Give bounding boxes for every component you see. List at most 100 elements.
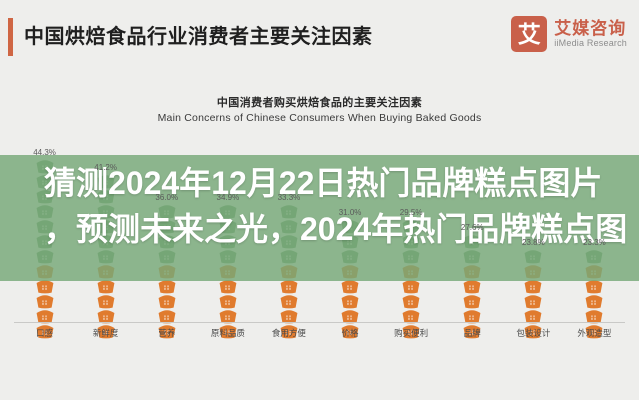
- cupcake-icon: [461, 247, 483, 264]
- cupcake-icon: [156, 307, 178, 324]
- cupcake-icon: [400, 277, 422, 294]
- bars-container: 44.3% 41.2% 36.0% 34.9% 33.3% 31.0% 29.5% 27.6%…: [14, 144, 625, 339]
- cupcake-icon: [339, 292, 361, 309]
- cupcake-icon: [278, 292, 300, 309]
- cupcake-icon: [95, 322, 117, 339]
- cupcake-icon: [156, 262, 178, 279]
- bar-value-label: 29.5%: [399, 208, 423, 217]
- cupcake-icon: [217, 262, 239, 279]
- cupcake-icon: [461, 307, 483, 324]
- chart-panel: 中国消费者购买烘焙食品的主要关注因素 Main Concerns of Chin…: [0, 70, 639, 400]
- cupcake-icon: [156, 292, 178, 309]
- cupcake-icon: [278, 232, 300, 249]
- bar-value-label: 36.0%: [155, 193, 179, 202]
- x-tick-label: 购买便利: [394, 328, 429, 338]
- cupcake-icon: [34, 292, 56, 309]
- brand-text: 艾媒咨询 iiMedia Research: [554, 19, 627, 49]
- cupcake-icon: [278, 262, 300, 279]
- cupcake-icon: [156, 322, 178, 339]
- bar-column: 33.3%: [272, 193, 306, 339]
- chart-plot-area: 44.3% 41.2% 36.0% 34.9% 33.3% 31.0% 29.5% 27.6%…: [14, 144, 625, 339]
- cupcake-icon: [278, 217, 300, 234]
- cupcake-icon: [95, 307, 117, 324]
- bar-column: 44.3%: [28, 148, 62, 339]
- cupcake-icon: [217, 232, 239, 249]
- bar-pictograph-stack: [217, 204, 239, 339]
- bar-pictograph-stack: [95, 174, 117, 339]
- cupcake-icon: [522, 322, 544, 339]
- cupcake-icon: [522, 292, 544, 309]
- cupcake-icon: [339, 217, 361, 234]
- x-tick-label: 原料品质: [210, 328, 245, 338]
- cupcake-icon: [217, 322, 239, 339]
- cupcake-icon: [339, 277, 361, 294]
- cupcake-icon: [34, 247, 56, 264]
- cupcake-icon: [95, 232, 117, 249]
- bar-value-label: 44.3%: [33, 148, 56, 157]
- cupcake-icon: [156, 202, 178, 219]
- cupcake-icon: [461, 277, 483, 294]
- cupcake-icon: [156, 247, 178, 264]
- cupcake-icon: [522, 307, 544, 324]
- x-axis-tick-labels: 口感 新鲜度 营养 原料品质 食用方便 价格 购买便利 品牌 包装设计 外观造型: [14, 327, 625, 347]
- header-accent-bar: [8, 18, 13, 56]
- cupcake-icon: [217, 307, 239, 324]
- cupcake-icon: [34, 217, 56, 234]
- cupcake-icon: [339, 247, 361, 264]
- cupcake-icon: [278, 247, 300, 264]
- cupcake-icon: [339, 322, 361, 339]
- chart-title-en: Main Concerns of Chinese Consumers When …: [157, 112, 482, 124]
- bar-value-label: 34.9%: [216, 193, 240, 202]
- x-axis-line: [14, 322, 625, 323]
- cupcake-icon: [217, 217, 239, 234]
- cupcake-icon: [34, 307, 56, 324]
- cupcake-icon: [461, 292, 483, 309]
- cupcake-icon: [278, 202, 300, 219]
- cupcake-icon: [400, 232, 422, 249]
- cupcake-icon: [583, 262, 605, 279]
- cupcake-icon: [522, 277, 544, 294]
- brand-name-en: iiMedia Research: [554, 38, 627, 48]
- brand-logo: 艾 艾媒咨询 iiMedia Research: [511, 16, 627, 52]
- bar-column: 23.3%: [577, 238, 611, 339]
- x-tick-label: 口感: [36, 328, 54, 338]
- cupcake-icon: [95, 217, 117, 234]
- brand-name-cn: 艾媒咨询: [554, 19, 627, 38]
- cupcake-icon: [400, 247, 422, 264]
- cupcake-icon: [400, 262, 422, 279]
- cupcake-icon: [522, 262, 544, 279]
- cupcake-icon: [34, 232, 56, 249]
- cupcake-icon: [34, 322, 56, 339]
- cupcake-icon: [278, 322, 300, 339]
- cupcake-icon: [156, 217, 178, 234]
- bar-column: 29.5%: [394, 208, 428, 339]
- cupcake-icon: [461, 322, 483, 339]
- cupcake-icon: [461, 262, 483, 279]
- cupcake-icon: [95, 277, 117, 294]
- cupcake-icon: [217, 247, 239, 264]
- cupcake-icon: [400, 322, 422, 339]
- x-tick-label: 新鲜度: [92, 328, 119, 338]
- cupcake-icon: [583, 292, 605, 309]
- bar-value-label: 27.6%: [460, 223, 484, 232]
- cupcake-icon: [400, 217, 422, 234]
- bar-column: 36.0%: [150, 193, 184, 339]
- bar-pictograph-stack: [278, 204, 300, 339]
- brand-mark-icon: 艾: [511, 16, 548, 52]
- cupcake-icon: [583, 322, 605, 339]
- page-header: 中国烘焙食品行业消费者主要关注因素 艾 艾媒咨询 iiMedia Researc…: [0, 0, 639, 70]
- bar-value-label: 23.8%: [522, 238, 545, 247]
- bar-pictograph-stack: [583, 249, 605, 339]
- bar-value-label: 33.3%: [277, 193, 301, 202]
- x-tick-label: 品牌: [463, 328, 481, 338]
- cupcake-icon: [278, 307, 300, 324]
- bar-pictograph-stack: [339, 219, 361, 339]
- bar-pictograph-stack: [34, 159, 56, 339]
- cupcake-icon: [278, 277, 300, 294]
- cupcake-icon: [217, 202, 239, 219]
- bar-column: 23.8%: [516, 238, 550, 339]
- cupcake-icon: [400, 307, 422, 324]
- cupcake-icon: [34, 157, 56, 174]
- bar-pictograph-stack: [400, 219, 422, 339]
- cupcake-icon: [95, 262, 117, 279]
